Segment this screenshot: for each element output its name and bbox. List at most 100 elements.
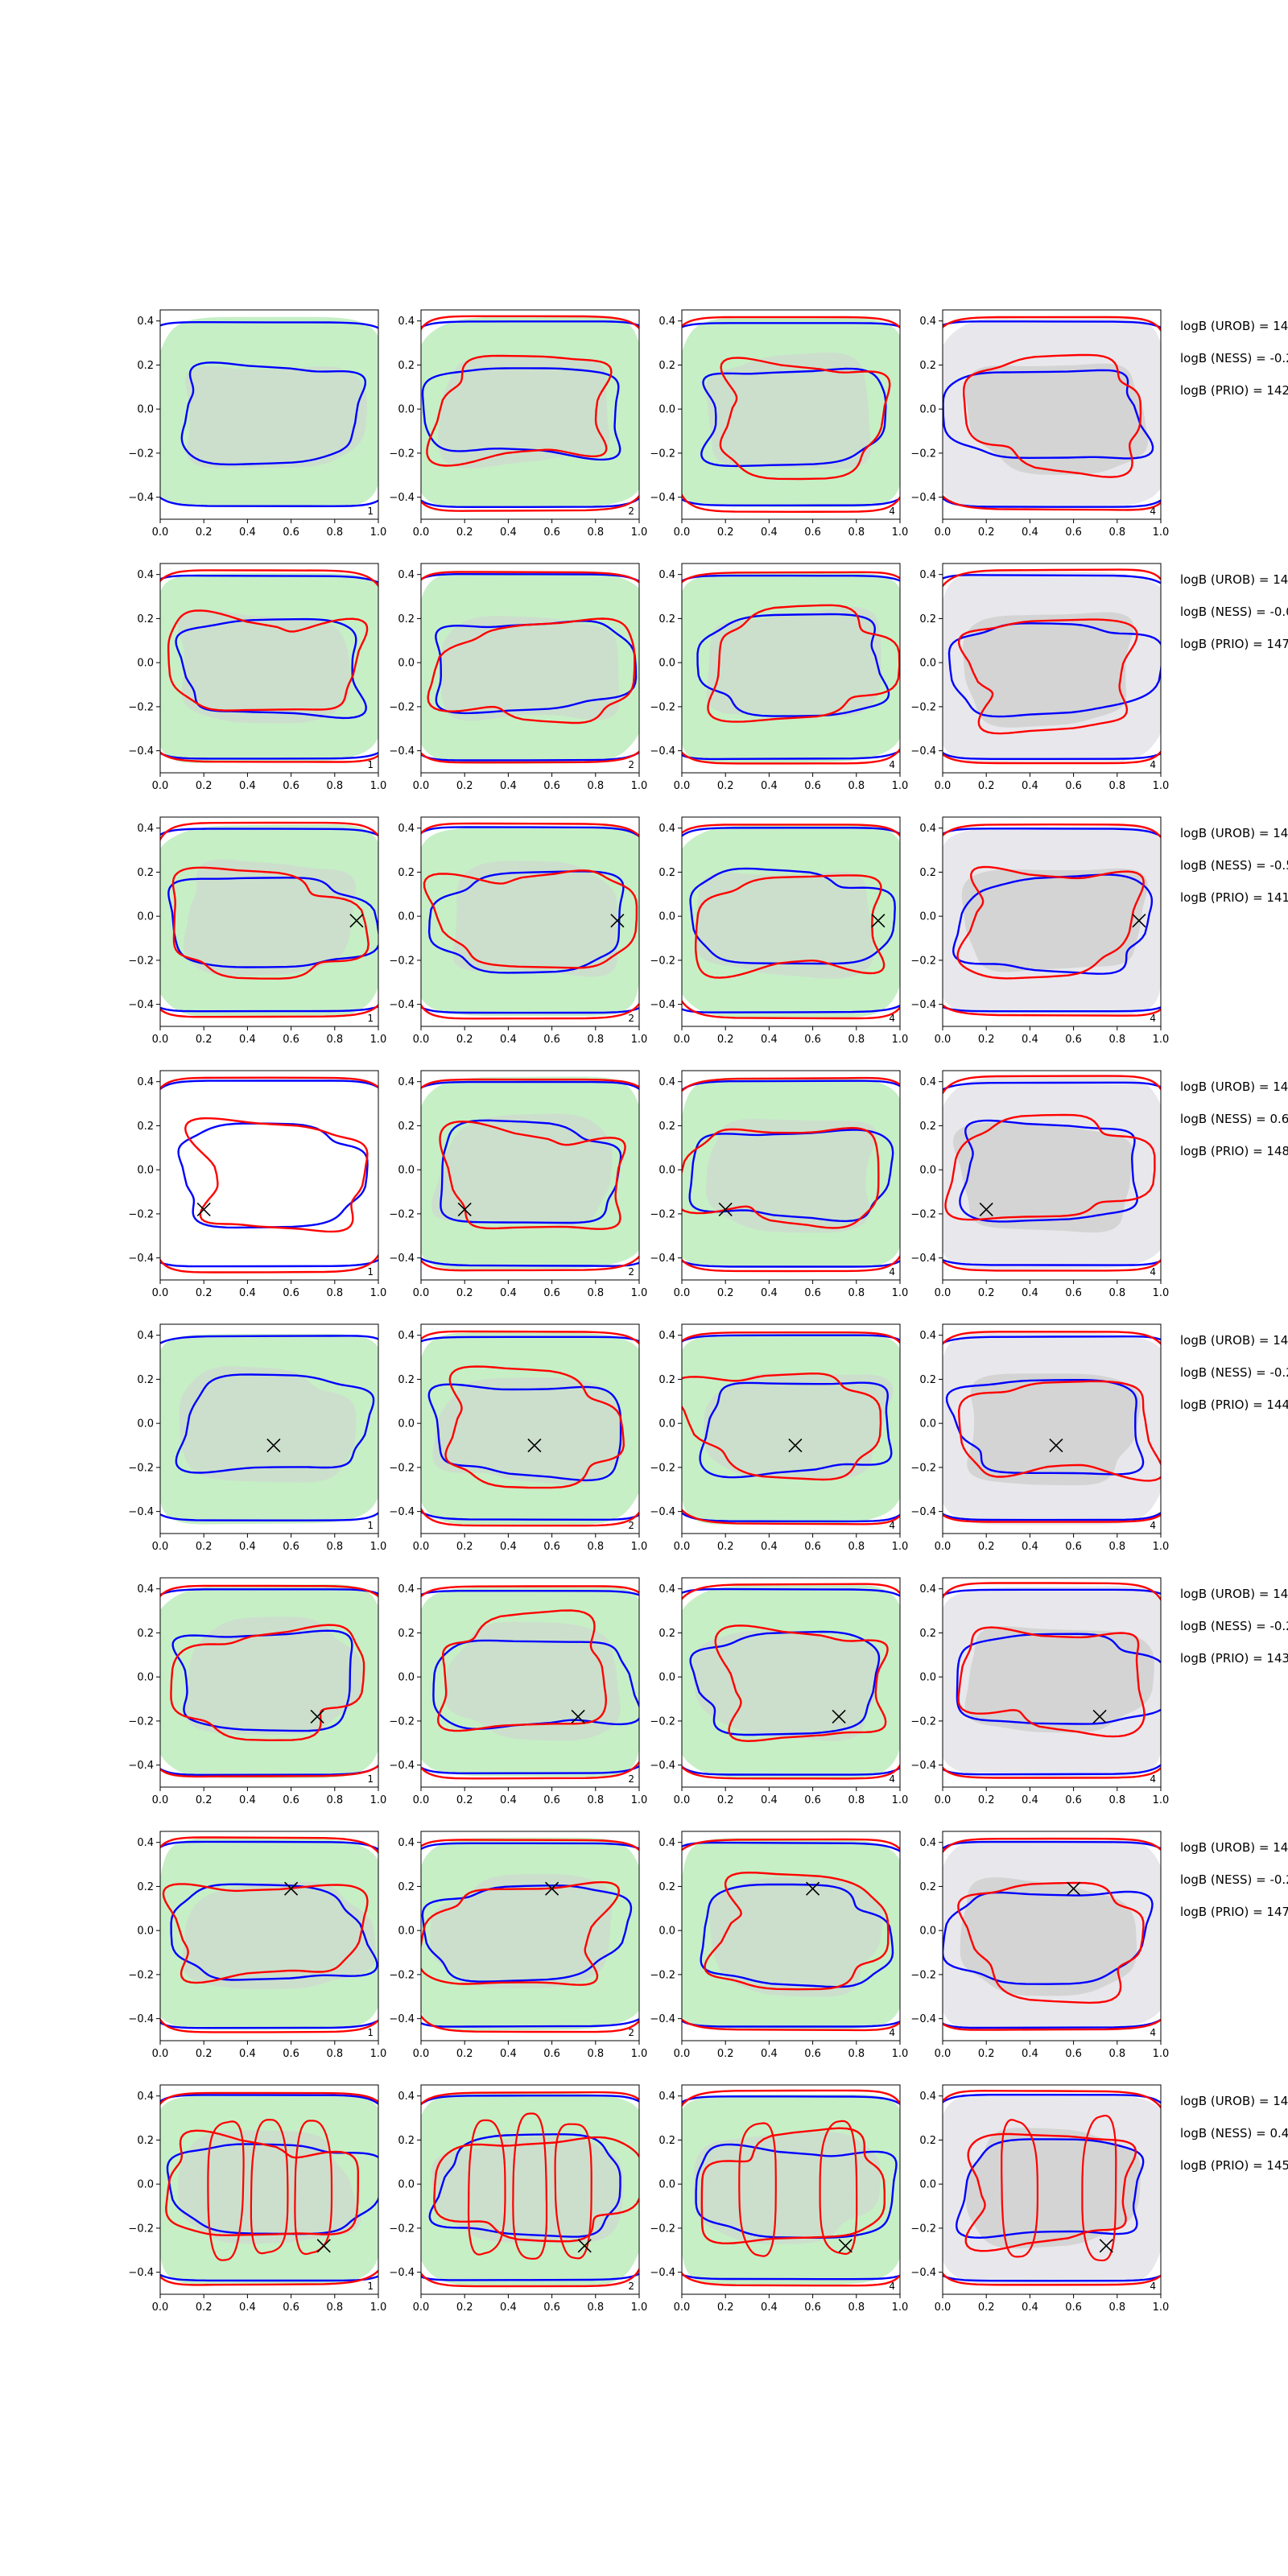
y-tick-label: 0.2 — [137, 1121, 154, 1133]
x-tick-label: 0.4 — [500, 1541, 517, 1553]
plot-area — [421, 1324, 639, 1534]
y-tick-label: 0.0 — [137, 404, 154, 416]
blue-outer-contour — [160, 2094, 378, 2282]
logb-annotation: logB (NESS) = -0.5 — [1180, 858, 1288, 873]
plot-area — [682, 1831, 900, 2041]
plot-frame — [420, 1070, 640, 1281]
plot-area — [682, 1071, 900, 1280]
y-tick-label: 0.4 — [137, 1076, 154, 1088]
plot-frame — [942, 1323, 1162, 1534]
panel-number: 2 — [628, 759, 634, 770]
inner-density-region — [708, 1876, 884, 1997]
inner-density-region — [179, 1366, 357, 1483]
y-tick-label: −0.2 — [910, 448, 936, 460]
x-tick-label: 0.6 — [543, 2301, 560, 2314]
y-tick-label: −0.2 — [389, 1208, 415, 1220]
x-tick-label: 0.2 — [196, 1794, 213, 1806]
panel-r6-c1: 1 0.0 0.2 0.4 0.6 0.8 1.0 −0.4 −0.2 0.0 0.2 0.4 — [128, 1577, 386, 1806]
y-tick-label: 0.4 — [398, 823, 415, 835]
x-marker — [610, 914, 625, 928]
y-tick-label: 0.0 — [658, 1926, 675, 1938]
y-tick-label: −0.4 — [128, 1760, 154, 1772]
y-tick-label: −0.4 — [128, 1253, 154, 1265]
x-tick-label: 1.0 — [892, 1034, 909, 1046]
inner-density-region — [966, 2128, 1141, 2249]
panel-number: 4 — [889, 1013, 895, 1024]
y-tick-label: −0.4 — [650, 1506, 675, 1518]
red-outer-contour — [421, 1330, 639, 1527]
blue-outer-contour — [943, 1081, 1161, 1266]
plot-frame — [942, 309, 1162, 520]
x-tick-label: 0.8 — [587, 526, 604, 539]
panel-number: 4 — [889, 506, 895, 517]
x-tick-label: 0.2 — [978, 1541, 995, 1553]
y-tick-label: −0.2 — [389, 2223, 415, 2235]
plot-area — [160, 1831, 378, 2041]
y-tick-label: 0.2 — [398, 867, 415, 879]
x-marker — [266, 1438, 281, 1453]
x-tick-label: 0.6 — [1065, 1794, 1082, 1806]
panel-number: 2 — [628, 2027, 634, 2038]
plot-frame — [681, 1831, 901, 2041]
plot-frame — [159, 2084, 379, 2295]
red-outer-contour — [682, 1076, 900, 1273]
x-marker — [571, 1709, 585, 1724]
logb-annotation: logB (PRIO) = 1425 — [1180, 383, 1288, 398]
x-tick-label: 0.4 — [761, 780, 778, 792]
y-tick-label: 0.0 — [658, 1672, 675, 1684]
blue-outer-contour — [943, 1335, 1161, 1521]
x-tick-label: 1.0 — [631, 1034, 648, 1046]
x-tick-label: 0.6 — [283, 2301, 299, 2314]
red-loop-contour — [1001, 2119, 1038, 2258]
x-tick-label: 0.0 — [674, 2048, 691, 2060]
y-tick-label: 0.4 — [919, 316, 936, 328]
x-marker — [871, 914, 886, 928]
blue-inner-contour — [955, 2138, 1145, 2240]
y-tick-label: −0.2 — [650, 2223, 675, 2235]
x-tick-label: 0.4 — [239, 1794, 256, 1806]
blue-inner-contour — [952, 873, 1154, 975]
y-tick-label: −0.4 — [650, 492, 675, 504]
red-inner-contour — [170, 1624, 365, 1742]
panel-r5-c1: 1 0.0 0.2 0.4 0.6 0.8 1.0 −0.4 −0.2 0.0 0.2 0.4 — [128, 1323, 386, 1553]
y-tick-label: −0.2 — [910, 955, 936, 967]
red-inner-contour — [426, 354, 613, 467]
x-tick-label: 1.0 — [370, 1287, 387, 1299]
x-marker — [788, 1438, 803, 1453]
plot-area — [682, 1324, 900, 1534]
red-inner-contour — [707, 604, 900, 723]
x-tick-label: 0.2 — [196, 2048, 213, 2060]
x-tick-label: 0.4 — [239, 526, 256, 539]
red-outer-contour — [421, 2091, 639, 2288]
panel-r7-c2: 2 0.0 0.2 0.4 0.6 0.8 1.0 −0.4 −0.2 0.0 0.2 0.4 — [389, 1831, 647, 2060]
red-inner-contour — [184, 1117, 369, 1233]
y-tick-label: −0.2 — [910, 2223, 936, 2235]
red-inner-contour — [171, 866, 369, 980]
blue-inner-contour — [175, 1373, 375, 1474]
y-tick-label: −0.4 — [910, 492, 936, 504]
plot-area — [421, 2085, 639, 2294]
plot-area — [160, 1071, 378, 1280]
red-outer-contour — [160, 569, 378, 763]
red-loop-contour — [738, 2122, 777, 2257]
panel-r8-c1: 1 0.0 0.2 0.4 0.6 0.8 1.0 −0.4 −0.2 0.0 0.2 0.4 — [128, 2084, 386, 2314]
blue-inner-contour — [421, 1884, 633, 1983]
y-tick-label: 0.0 — [658, 1165, 675, 1177]
red-inner-contour — [421, 1880, 621, 1986]
x-tick-label: 0.0 — [935, 1034, 952, 1046]
y-tick-label: −0.2 — [128, 448, 154, 460]
y-tick-label: −0.2 — [128, 1208, 154, 1220]
y-tick-label: 0.0 — [658, 658, 675, 670]
plot-frame — [942, 1070, 1162, 1281]
x-tick-label: 0.2 — [456, 2301, 473, 2314]
y-tick-label: 0.0 — [398, 1672, 415, 1684]
x-tick-label: 0.4 — [500, 526, 517, 539]
plot-area — [682, 1578, 900, 1787]
x-tick-label: 0.4 — [239, 1034, 256, 1046]
y-tick-label: −0.4 — [650, 999, 675, 1011]
panel-r1-c3: 4 0.0 0.2 0.4 0.6 0.8 1.0 −0.4 −0.2 0.0 0.2 0.4 — [650, 309, 908, 539]
panel-number: 2 — [628, 1013, 634, 1024]
plot-frame — [681, 1577, 901, 1788]
blue-outer-contour — [682, 322, 900, 506]
logb-annotation: logB (NESS) = -0.2 — [1180, 1872, 1288, 1887]
